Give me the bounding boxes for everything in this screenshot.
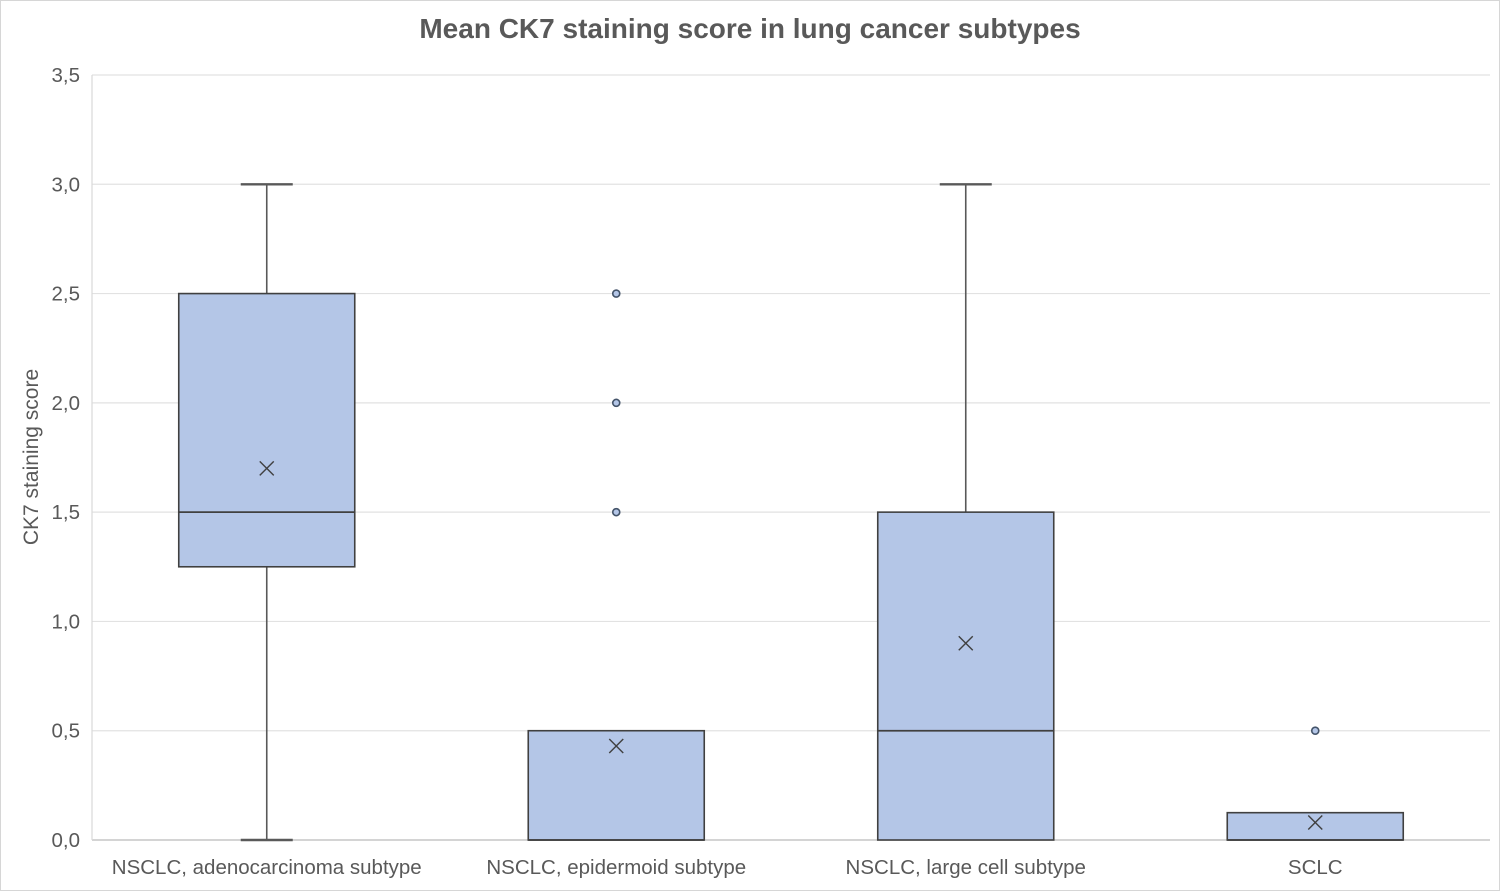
y-tick-label: 3,0 — [52, 173, 81, 196]
boxplot-box — [177, 292, 356, 568]
x-category-label: NSCLC, adenocarcinoma subtype — [112, 856, 422, 879]
mean-marker — [608, 738, 624, 754]
x-category-label: NSCLC, epidermoid subtype — [486, 856, 746, 879]
boxplot-box — [876, 511, 1055, 841]
y-tick-label: 0,5 — [52, 720, 81, 743]
y-tick-label: 0,0 — [52, 829, 81, 852]
y-tick-label: 3,5 — [52, 64, 81, 87]
outlier-point — [611, 289, 621, 298]
mean-marker — [958, 635, 974, 651]
boxplot-box — [527, 729, 706, 841]
y-tick-label: 2,0 — [52, 392, 81, 415]
y-tick-label: 2,5 — [52, 283, 81, 306]
outlier-point — [611, 398, 621, 408]
mean-marker — [259, 460, 275, 476]
mean-marker — [1307, 815, 1323, 831]
outlier-point — [1310, 726, 1320, 736]
x-category-label: NSCLC, large cell subtype — [846, 856, 1086, 879]
y-tick-label: 1,0 — [52, 610, 81, 633]
x-category-label: SCLC — [1288, 856, 1343, 879]
boxplot-box — [1226, 811, 1405, 841]
y-tick-label: 1,5 — [52, 501, 81, 524]
chart-title: Mean CK7 staining score in lung cancer s… — [419, 13, 1081, 44]
outlier-point — [611, 507, 621, 517]
